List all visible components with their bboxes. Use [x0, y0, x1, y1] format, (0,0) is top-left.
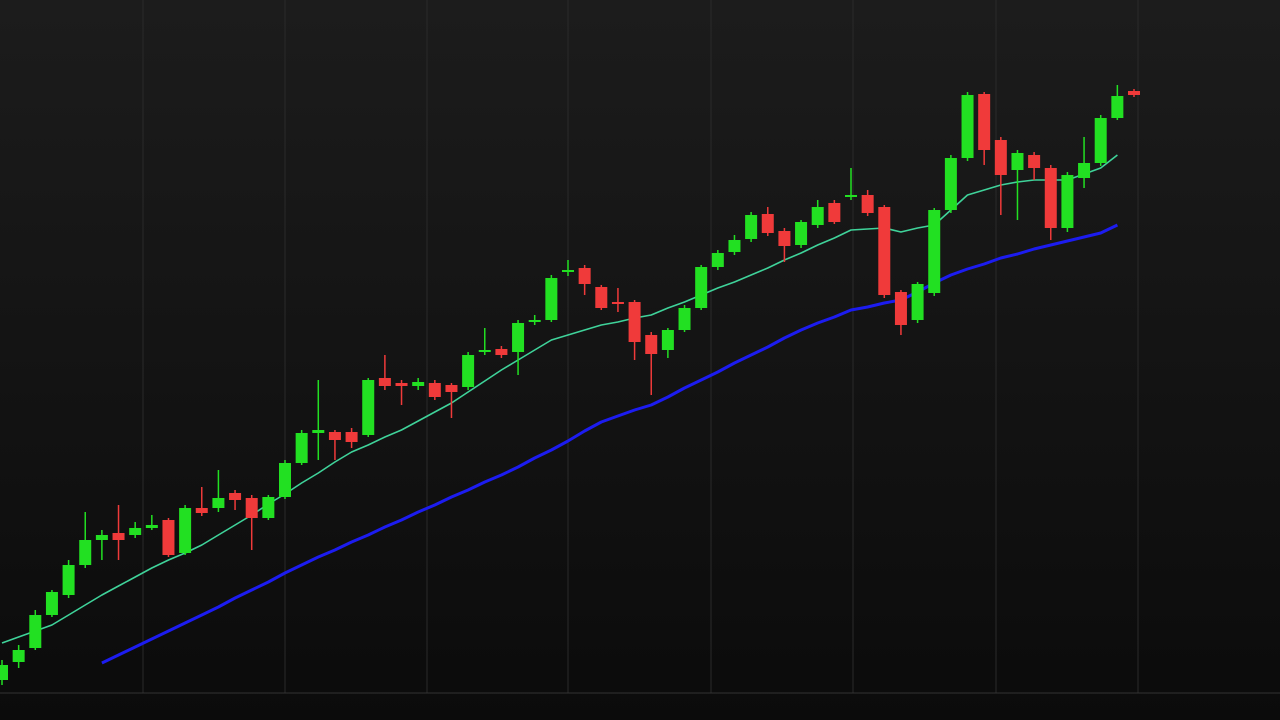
candle-body	[678, 308, 691, 330]
candle-body	[994, 140, 1007, 175]
candle-body	[1061, 175, 1074, 228]
candle-body	[911, 284, 924, 320]
candle-body	[578, 268, 591, 284]
candle-body	[1078, 163, 1091, 178]
candle-body	[295, 433, 308, 463]
candle-body	[312, 430, 325, 433]
candle-body	[29, 615, 42, 648]
candle-body	[45, 592, 58, 615]
candle-body	[861, 195, 874, 213]
candle-body	[878, 207, 891, 295]
candle-body	[645, 335, 658, 354]
candle-body	[778, 231, 791, 246]
candle-body	[95, 535, 108, 540]
candle-body	[795, 222, 808, 245]
candle-body	[262, 497, 275, 518]
candle-body	[195, 508, 208, 513]
candle-body	[362, 380, 375, 435]
candle-body	[495, 349, 508, 355]
candle-body	[628, 302, 641, 342]
candle-body	[445, 385, 458, 392]
candle-body	[944, 158, 957, 210]
candle-body	[1128, 91, 1140, 95]
candle-body	[512, 323, 525, 352]
candle-body	[711, 253, 724, 267]
candle-body	[62, 565, 75, 595]
candle-body	[961, 95, 974, 158]
candle-body	[129, 528, 142, 535]
candle-body	[478, 350, 491, 352]
candle-body	[212, 498, 225, 508]
candle-body	[545, 278, 558, 320]
candle-body	[894, 292, 907, 325]
candle-body	[845, 195, 857, 197]
candle-body	[745, 215, 758, 239]
candle-body	[1028, 155, 1041, 168]
candle-body	[928, 210, 941, 293]
candle-body	[12, 650, 25, 662]
candle-body	[162, 520, 175, 555]
candle-body	[279, 463, 291, 497]
candle-body	[1011, 153, 1024, 170]
candle-body	[1094, 118, 1107, 163]
grid	[0, 0, 1280, 694]
candle-body	[1044, 168, 1057, 228]
candle-body	[378, 378, 391, 386]
candle-body	[345, 432, 358, 442]
candle-body	[145, 525, 158, 528]
candle-body	[179, 508, 192, 553]
candle-body	[661, 330, 674, 350]
candle-body	[728, 240, 741, 252]
candle-body	[412, 382, 425, 386]
candle-body	[245, 498, 258, 518]
candle-body	[562, 270, 574, 272]
candle-body	[428, 383, 441, 397]
candle-body	[0, 665, 8, 680]
candle-body	[112, 533, 125, 540]
candle-body	[79, 540, 92, 565]
candle-body	[811, 207, 824, 225]
candle-body	[528, 320, 541, 322]
candle-body	[978, 94, 991, 150]
candle-body	[395, 383, 408, 386]
candle-body	[1111, 96, 1124, 118]
candle-body	[611, 302, 624, 304]
moving-average-line	[101, 223, 1119, 665]
candle-body	[229, 493, 242, 500]
candle-body	[328, 432, 341, 440]
candle-body	[595, 287, 608, 308]
candle-body	[828, 203, 841, 222]
candle-body	[695, 267, 708, 308]
candle-body	[761, 214, 774, 233]
candle-body	[462, 355, 475, 387]
